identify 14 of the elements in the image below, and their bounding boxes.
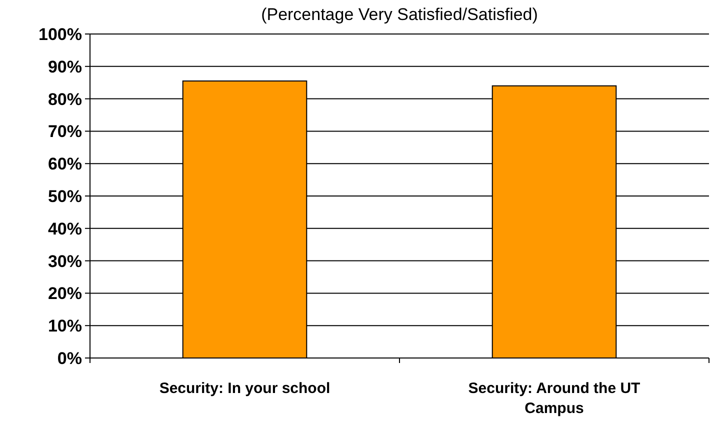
y-tick-label: 80%: [48, 90, 82, 109]
y-tick-label: 100%: [38, 24, 82, 44]
x-tick-label: Security: In your school: [159, 380, 330, 397]
y-tick-label: 50%: [48, 186, 82, 206]
y-tick-label: 0%: [57, 348, 82, 368]
y-tick-label: 90%: [48, 57, 82, 76]
y-tick-label: 10%: [48, 316, 82, 336]
x-tick-label: Security: Around the UT Campus: [468, 380, 640, 417]
y-tick-label: 20%: [48, 284, 82, 304]
y-tick-label: 60%: [48, 154, 82, 174]
y-tick-label: 40%: [48, 219, 82, 238]
y-tick-label: 70%: [48, 122, 82, 142]
y-tick-label: 30%: [48, 252, 82, 271]
chart-subtitle: (Percentage Very Satisfied/Satisfied): [261, 5, 538, 24]
